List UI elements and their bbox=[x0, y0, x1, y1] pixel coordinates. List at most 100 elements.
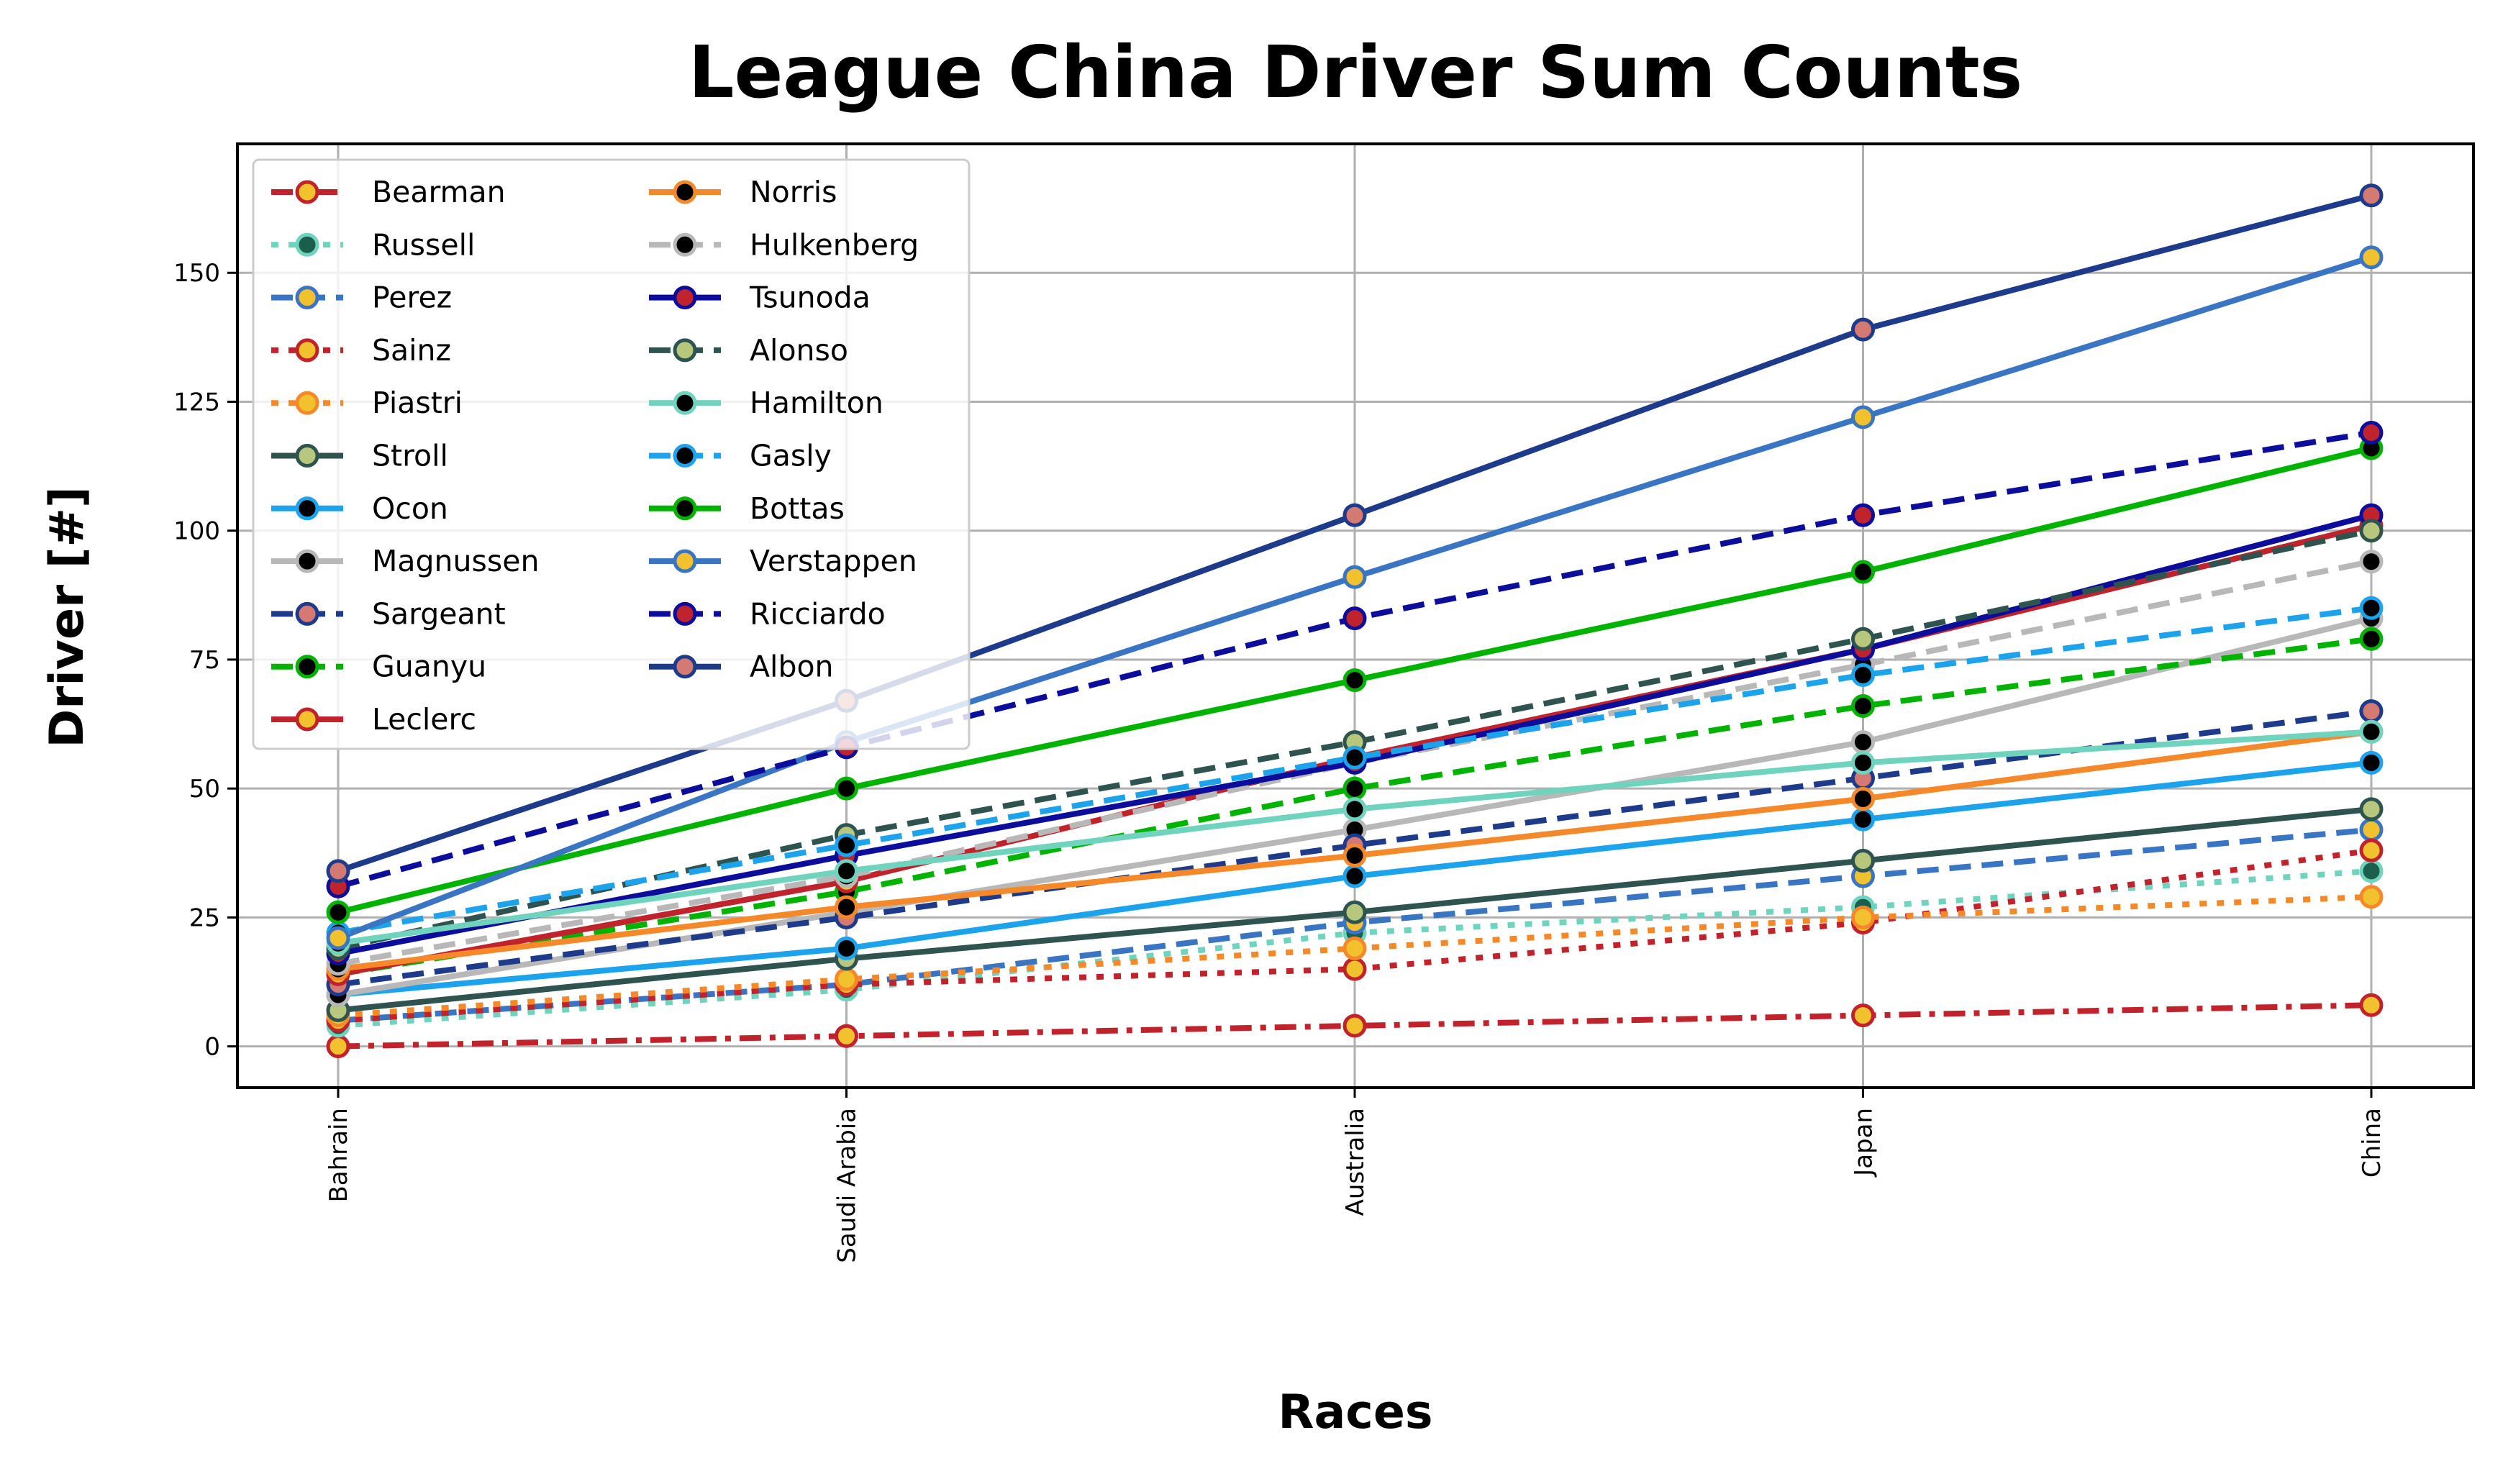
legend-entry: Sainz bbox=[372, 333, 451, 368]
data-point-verstappen bbox=[326, 926, 350, 950]
legend-swatch-marker bbox=[673, 232, 697, 257]
x-axis-ticks: Bahrain Saudi Arabia Australia Japan China bbox=[324, 1088, 2386, 1263]
series-line-guanyu bbox=[337, 636, 2372, 978]
legend-entry: Guanyu bbox=[372, 650, 486, 684]
data-point-albon bbox=[1342, 503, 1367, 527]
legend-entry: Gasly bbox=[750, 439, 832, 473]
data-point-ricciardo bbox=[1342, 606, 1367, 631]
legend-entry: Alonso bbox=[750, 333, 848, 368]
data-point-guanyu bbox=[1342, 776, 1367, 801]
data-point-gasly bbox=[1851, 663, 1875, 687]
legend-swatch-marker bbox=[673, 444, 697, 468]
legend-swatch-marker bbox=[295, 707, 319, 732]
data-point-bearman bbox=[1851, 1003, 1875, 1028]
data-point-bearman bbox=[326, 1034, 350, 1059]
legend-swatch-marker bbox=[673, 549, 697, 573]
data-point-verstappen bbox=[1342, 565, 1367, 589]
data-point-hamilton bbox=[835, 859, 858, 883]
legend-swatch-marker bbox=[673, 496, 697, 521]
data-point-ricciardo bbox=[1851, 503, 1875, 527]
data-point-hulkenberg bbox=[2359, 550, 2384, 574]
data-point-albon bbox=[326, 859, 350, 883]
data-point-bearman bbox=[835, 1024, 858, 1048]
legend-entry: Bearman bbox=[372, 175, 506, 209]
data-point-sargeant bbox=[2359, 699, 2384, 724]
y-tick-label: 50 bbox=[189, 775, 220, 804]
x-tick-label: Japan bbox=[1850, 1108, 1878, 1178]
data-point-norris bbox=[1851, 787, 1875, 811]
legend-swatch-marker bbox=[295, 338, 319, 363]
legend-entry: Piastri bbox=[372, 386, 463, 420]
y-tick-label: 150 bbox=[173, 259, 220, 288]
data-point-sainz bbox=[1342, 957, 1367, 981]
legend-entry: Leclerc bbox=[372, 702, 476, 737]
data-point-alonso bbox=[2359, 519, 2384, 543]
legend-swatch-marker bbox=[295, 180, 319, 204]
data-point-gasly bbox=[1342, 745, 1367, 770]
data-point-piastri bbox=[835, 967, 858, 991]
y-tick-label: 125 bbox=[173, 388, 220, 416]
legend: Bearman Russell Perez Sainz Piastri Stroll Oco… bbox=[252, 158, 971, 750]
legend-swatch-marker bbox=[673, 286, 697, 310]
legend-entry: Norris bbox=[750, 175, 837, 209]
y-axis-label: Driver [#] bbox=[40, 486, 94, 747]
data-point-guanyu bbox=[1851, 693, 1875, 718]
legend-entry: Ricciardo bbox=[750, 596, 886, 631]
legend-swatch-marker bbox=[673, 601, 697, 626]
series-line-gasly bbox=[337, 605, 2372, 936]
data-point-stroll bbox=[1342, 900, 1367, 924]
data-point-ocon bbox=[2359, 750, 2384, 775]
legend-swatch-marker bbox=[295, 286, 319, 310]
x-tick-label: Saudi Arabia bbox=[833, 1108, 862, 1263]
legend-swatch-marker bbox=[295, 391, 319, 415]
legend-entry: Magnussen bbox=[372, 544, 539, 578]
data-point-ocon bbox=[835, 936, 858, 960]
legend-entry: Stroll bbox=[372, 439, 448, 473]
data-point-russell bbox=[2359, 859, 2384, 883]
series-markers bbox=[326, 183, 2384, 1059]
series-line-sargeant bbox=[337, 708, 2372, 988]
x-tick-label: Australia bbox=[1341, 1108, 1370, 1216]
data-point-verstappen bbox=[2359, 245, 2384, 270]
legend-entry: Tsunoda bbox=[749, 281, 871, 315]
data-point-ocon bbox=[1342, 864, 1367, 888]
data-point-stroll bbox=[2359, 797, 2384, 821]
x-tick-label: Bahrain bbox=[324, 1108, 353, 1203]
legend-entry: Perez bbox=[372, 281, 452, 315]
y-tick-label: 100 bbox=[173, 517, 220, 546]
legend-entry: Hamilton bbox=[750, 386, 883, 420]
legend-box bbox=[252, 158, 971, 750]
legend-swatch-marker bbox=[673, 338, 697, 363]
data-point-guanyu bbox=[2359, 627, 2384, 651]
data-point-sainz bbox=[2359, 838, 2384, 862]
legend-entry: Ocon bbox=[372, 491, 448, 526]
legend-swatch-marker bbox=[673, 180, 697, 204]
data-point-ricciardo bbox=[2359, 420, 2384, 445]
data-point-perez bbox=[2359, 818, 2384, 842]
legend-entry: Hulkenberg bbox=[750, 227, 919, 262]
data-point-piastri bbox=[1851, 905, 1875, 929]
data-point-bottas bbox=[1342, 668, 1367, 693]
data-point-piastri bbox=[2359, 885, 2384, 909]
data-point-stroll bbox=[1851, 849, 1875, 873]
data-point-bottas bbox=[835, 776, 858, 801]
data-point-albon bbox=[1851, 317, 1875, 342]
legend-entry: Albon bbox=[750, 650, 834, 684]
y-tick-label: 0 bbox=[204, 1033, 220, 1062]
data-point-bearman bbox=[1342, 1014, 1367, 1038]
data-point-magnussen bbox=[1851, 730, 1875, 755]
data-point-alonso bbox=[1851, 627, 1875, 651]
data-point-gasly bbox=[2359, 596, 2384, 620]
legend-swatch-marker bbox=[295, 601, 319, 626]
x-tick-label: China bbox=[2358, 1108, 2386, 1178]
y-tick-label: 75 bbox=[189, 646, 220, 675]
data-point-ocon bbox=[1851, 807, 1875, 832]
legend-entry: Sargeant bbox=[372, 596, 506, 631]
data-point-bearman bbox=[2359, 993, 2384, 1017]
legend-entry: Bottas bbox=[750, 491, 845, 526]
legend-swatch-marker bbox=[295, 444, 319, 468]
legend-entry: Russell bbox=[372, 227, 475, 262]
y-tick-label: 25 bbox=[189, 903, 220, 932]
data-point-hamilton bbox=[1851, 750, 1875, 775]
